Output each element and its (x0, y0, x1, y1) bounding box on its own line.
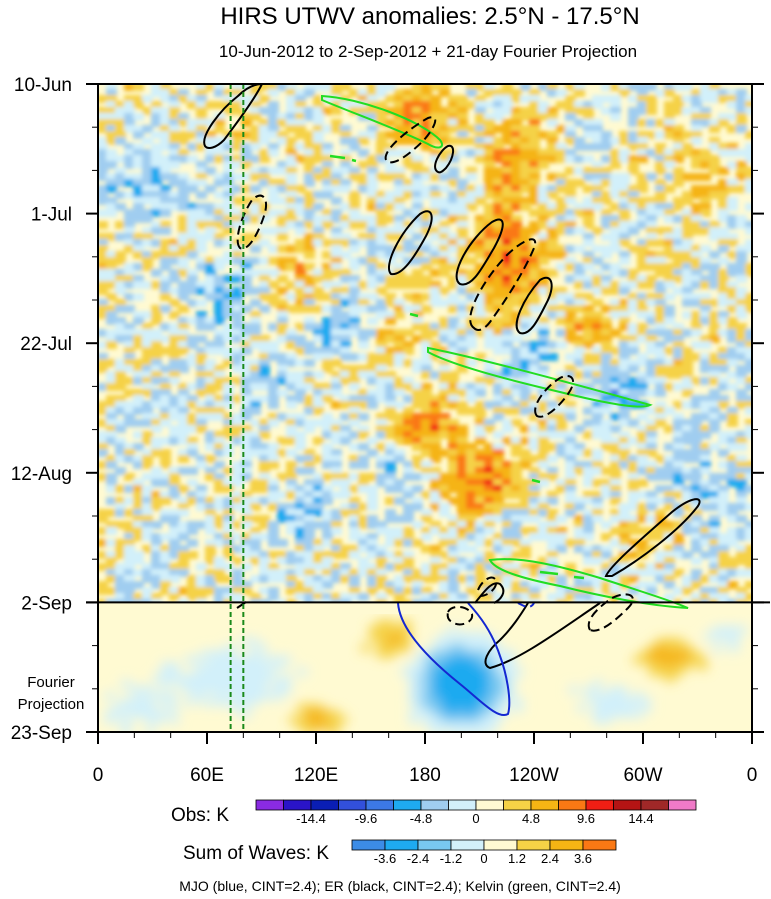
er-contour (474, 582, 601, 670)
er-contour (434, 144, 454, 174)
colorbar-tick-label: 3.6 (574, 851, 592, 866)
colorbar-box (365, 799, 394, 811)
colorbar-tick-label: -9.6 (355, 811, 377, 826)
x-tick-label: 60W (623, 765, 662, 786)
colorbar-box (582, 839, 617, 851)
colorbar-box (585, 799, 614, 811)
waves-colorbar: -3.6 -2.4 -1.2 0 1.2 2.4 3.6 (351, 839, 617, 866)
colorbar-box (351, 839, 386, 851)
x-tick-label: 120E (294, 765, 338, 786)
colorbar-box (530, 799, 559, 811)
y-tick-label: 2-Sep (21, 593, 72, 614)
colorbar-box (338, 799, 367, 811)
kelvin-contour (488, 558, 689, 609)
colorbar-box (310, 799, 339, 811)
colorbar-box (668, 799, 697, 811)
y-tick-label: 1-Jul (31, 205, 72, 226)
colorbar-tick-label: 1.2 (508, 851, 526, 866)
er-negative-contour (236, 194, 268, 250)
obs-colorbar: -14.4 -9.6 -4.8 0 4.8 9.6 14.4 (255, 799, 697, 826)
wave-contours (203, 82, 701, 717)
colorbar-tick-label: 0 (472, 811, 479, 826)
mjo-contour (397, 602, 511, 717)
colorbar-box (417, 839, 452, 851)
er-negative-contour (446, 606, 474, 626)
obs-colorbar-label: Obs: K (171, 805, 229, 826)
er-negative-contour (587, 593, 634, 632)
colorbar-tick-label: 2.4 (541, 851, 559, 866)
colorbar-box (450, 839, 485, 851)
projection-label-line1: Fourier (27, 674, 75, 691)
colorbar-tick-label: -2.4 (407, 851, 429, 866)
observed-anomaly-field (98, 84, 752, 603)
colorbar-tick-label: -3.6 (374, 851, 396, 866)
reference-longitude-lines (229, 84, 245, 732)
colorbar-box (558, 799, 587, 811)
colorbar-box (483, 839, 518, 851)
colorbar-box (640, 799, 669, 811)
colorbar-box (448, 799, 477, 811)
er-contour (604, 498, 701, 577)
y-tick-label: 22-Jul (20, 334, 72, 355)
mjo-contour (517, 602, 535, 608)
colorbar-tick-label: -4.8 (410, 811, 432, 826)
kelvin-contour (329, 154, 585, 580)
colorbar-box (503, 799, 532, 811)
y-tick-label: 10-Jun (14, 75, 72, 96)
er-negative-contour (477, 576, 498, 597)
colorbar-box (384, 839, 419, 851)
contour-legend: MJO (blue, CINT=2.4); ER (black, CINT=2.… (179, 878, 621, 894)
colorbar-tick-label: 9.6 (577, 811, 595, 826)
colorbar-box (255, 799, 284, 811)
colorbar-box (393, 799, 422, 811)
x-axis: 0 60E 120E 180 120W 60W 0 (93, 732, 758, 786)
er-contour (455, 218, 504, 286)
er-contour (388, 210, 433, 276)
x-tick-label: 0 (93, 765, 104, 786)
projection-label-line2: Projection (18, 696, 85, 713)
colorbar-tick-label: -14.4 (296, 811, 326, 826)
colorbar-box (549, 839, 584, 851)
colorbar-tick-label: 14.4 (628, 811, 653, 826)
chart-subtitle: 10-Jun-2012 to 2-Sep-2012 + 21-day Fouri… (219, 42, 637, 61)
kelvin-contour (427, 346, 653, 408)
er-negative-contour (469, 238, 537, 331)
fourier-projection-field (98, 603, 752, 732)
colorbar-box (420, 799, 449, 811)
x-tick-label: 60E (190, 765, 224, 786)
y-tick-label: 23-Sep (11, 723, 72, 744)
colorbar-box (613, 799, 642, 811)
y-tick-label: 12-Aug (11, 464, 72, 485)
x-tick-label: 180 (409, 765, 441, 786)
colorbar-box (475, 799, 504, 811)
colorbar-tick-label: -1.2 (440, 851, 462, 866)
colorbar-box (516, 839, 551, 851)
colorbar-tick-label: 0 (480, 851, 487, 866)
chart-title: HIRS UTWV anomalies: 2.5°N - 17.5°N (220, 3, 639, 30)
er-negative-contour (534, 375, 575, 418)
x-tick-label: 120W (509, 765, 559, 786)
y-axis: 10-Jun 1-Jul 22-Jul 12-Aug 2-Sep 23-Sep (11, 75, 764, 744)
er-contour (515, 276, 553, 335)
colorbar-box (283, 799, 312, 811)
x-tick-label: 0 (747, 765, 758, 786)
er-negative-contour (384, 116, 437, 164)
colorbar-tick-label: 4.8 (522, 811, 540, 826)
waves-colorbar-label: Sum of Waves: K (183, 843, 329, 864)
kelvin-contour (321, 94, 444, 149)
